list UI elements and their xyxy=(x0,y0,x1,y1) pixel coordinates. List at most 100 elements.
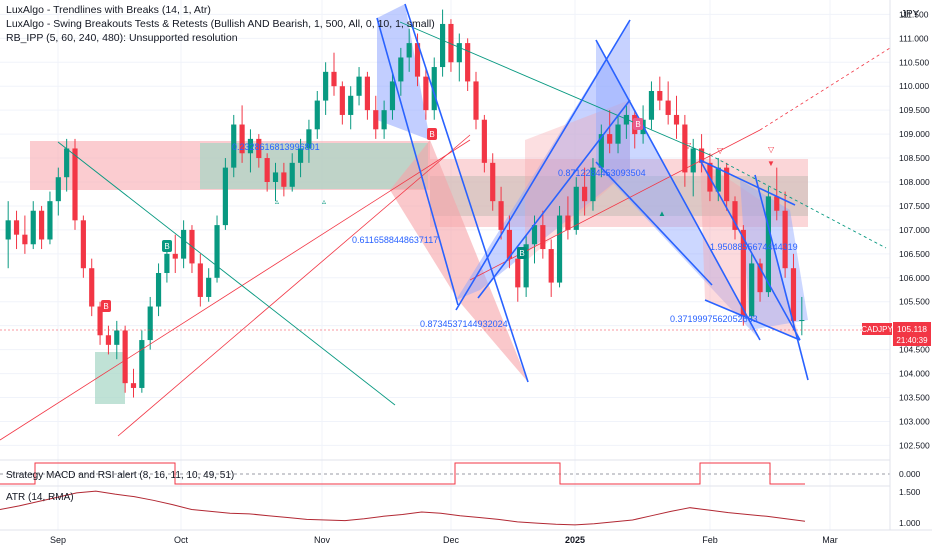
candle-body xyxy=(548,249,554,283)
badge-b-teal-1[interactable]: B xyxy=(517,247,527,259)
candle-body xyxy=(297,148,304,163)
price-axis[interactable]: JPY 111.500111.000110.500110.000109.5001… xyxy=(861,0,932,530)
price-tick-label: 108.500 xyxy=(899,153,930,163)
candle-body xyxy=(607,134,613,144)
green-trendline-1 xyxy=(57,141,396,406)
price-tick-label: 106.500 xyxy=(899,249,930,259)
candle-body xyxy=(181,229,187,259)
candle-body xyxy=(540,225,546,250)
svg-text:0.000: 0.000 xyxy=(899,469,921,479)
time-label: Oct xyxy=(174,535,189,545)
svg-text:1.500: 1.500 xyxy=(899,487,921,497)
candle-body xyxy=(724,167,730,202)
candle-body xyxy=(64,148,70,178)
blue-channel-line-6 xyxy=(595,161,713,286)
price-tick-label: 102.500 xyxy=(899,440,930,450)
candle-body xyxy=(515,258,521,288)
candle-body xyxy=(373,110,379,130)
time-label: Feb xyxy=(702,535,718,545)
candle-body xyxy=(206,277,212,297)
candle-body xyxy=(239,124,245,154)
candle-body xyxy=(481,119,487,163)
indicator-legend-rbipp[interactable]: RB_IPP (5, 60, 240, 480): Unsupported re… xyxy=(6,32,238,44)
candle-body xyxy=(155,273,162,307)
candle-body xyxy=(147,306,153,341)
candle-body xyxy=(13,220,20,235)
candle-body xyxy=(406,43,412,58)
candle-body xyxy=(80,220,86,269)
candle-body xyxy=(715,167,721,192)
symbol-tag xyxy=(862,323,892,335)
price-tag[interactable]: CADJPY 105.118 21:40:39 xyxy=(861,322,931,346)
candle-body xyxy=(673,114,680,125)
badge-label: B xyxy=(635,120,640,129)
blue-channel-line-10 xyxy=(704,299,801,341)
price-tick-label: 107.000 xyxy=(899,225,930,235)
time-label: 2025 xyxy=(565,535,585,545)
candle-body xyxy=(523,244,529,288)
atr-line xyxy=(0,490,806,526)
candle-body xyxy=(323,71,329,101)
candle-body xyxy=(582,186,588,202)
candle-body xyxy=(456,43,462,63)
candle-body xyxy=(314,100,320,130)
time-label: Sep xyxy=(50,535,66,545)
candle-body xyxy=(5,220,11,240)
indicator-legend-swing[interactable]: LuxAlgo - Swing Breakouts Tests & Retest… xyxy=(6,18,435,30)
candlesticks xyxy=(5,9,805,398)
candle-body xyxy=(381,110,387,130)
triangle-up-icon: ▵ xyxy=(322,197,326,206)
price-tick-label: 104.500 xyxy=(899,345,930,355)
candle-body xyxy=(164,253,170,273)
svg-text:1.000: 1.000 xyxy=(899,518,921,528)
price-tick-label: 107.500 xyxy=(899,201,930,211)
annotation-3: 0.8734537144932024 xyxy=(420,319,508,329)
annotation-1: 0.2328616813996801 xyxy=(232,142,320,152)
candle-body xyxy=(682,124,688,173)
indicator-legend-atr[interactable]: ATR (14, RMA) xyxy=(6,492,74,503)
candle-body xyxy=(648,91,655,120)
candle-body xyxy=(531,225,538,245)
candle-body xyxy=(97,306,103,336)
price-tick-label: 103.000 xyxy=(899,416,930,426)
candle-body xyxy=(281,172,287,187)
candle-body xyxy=(565,215,571,230)
channel-2 xyxy=(456,20,630,300)
red-trendline-2 xyxy=(117,134,471,437)
candle-body xyxy=(247,138,254,154)
badges: B B B B B ▵ ▵ ▲ ▽ ▽ ▽ ▼ xyxy=(101,118,775,312)
time-label: Nov xyxy=(314,535,331,545)
time-labels: Sep Oct Nov Dec 2025 Feb Mar xyxy=(50,535,838,545)
blue-channel-line-9 xyxy=(699,159,796,206)
last-price-label: 105.118 xyxy=(897,324,927,334)
candle-body xyxy=(197,263,203,297)
trend-lines xyxy=(0,3,891,441)
candle-body xyxy=(782,210,788,269)
candle-body xyxy=(799,320,805,322)
price-tick-label: 103.500 xyxy=(899,393,930,403)
green-trendline-2 xyxy=(399,21,711,156)
candle-body xyxy=(790,268,797,321)
strategy-line xyxy=(0,462,805,485)
blue-channel-line-4 xyxy=(477,99,631,299)
candle-body xyxy=(732,201,738,230)
indicator-legend-trendlines[interactable]: LuxAlgo - Trendlines with Breaks (14, 1,… xyxy=(6,4,211,16)
annotation-2: 0.6116588448637117 xyxy=(352,235,438,245)
badge-b-green-1[interactable]: B xyxy=(162,240,172,252)
blue-channel-line-7 xyxy=(699,159,801,341)
candle-body xyxy=(431,67,437,111)
time-label: Mar xyxy=(822,535,838,545)
indicator-legend-strategy[interactable]: Strategy MACD and RSI alert (8, 16, 11, … xyxy=(6,470,235,481)
candle-body xyxy=(440,23,446,68)
time-label: Dec xyxy=(443,535,460,545)
time-axis[interactable]: Sep Oct Nov Dec 2025 Feb Mar xyxy=(0,529,932,545)
badge-b-red-1[interactable]: B xyxy=(101,300,111,312)
badge-b-pink-1[interactable]: B xyxy=(633,118,643,130)
candle-body xyxy=(573,186,579,230)
badge-b-red-2[interactable]: B xyxy=(427,128,437,140)
price-axis-background xyxy=(890,0,932,530)
price-tick-label: 108.000 xyxy=(899,177,930,187)
price-tick-label: 111.500 xyxy=(899,9,929,19)
